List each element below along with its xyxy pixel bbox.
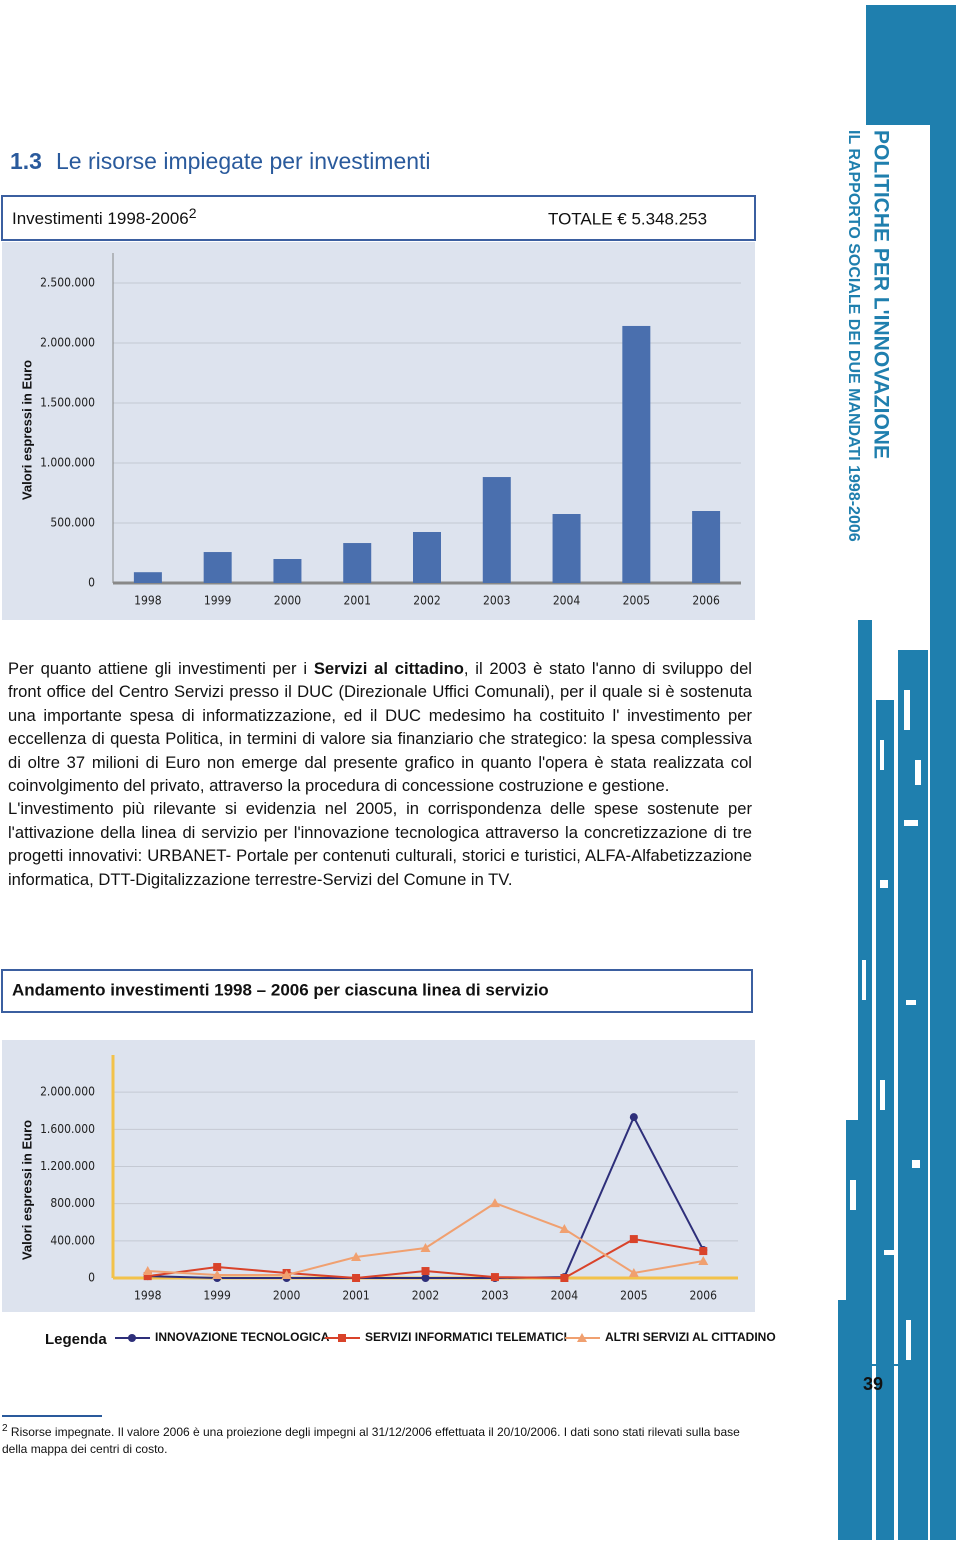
marker	[698, 1255, 709, 1265]
marker	[489, 1198, 500, 1208]
paragraph: L'investimento più rilevante si evidenzi…	[8, 799, 752, 889]
marker	[490, 1273, 499, 1282]
footnote-ref: 2	[189, 205, 197, 221]
marker	[420, 1242, 431, 1252]
legend-marker	[577, 1333, 587, 1342]
bar	[413, 532, 441, 583]
footnote-text: Risorse impegnate. Il valore 2006 è una …	[2, 1425, 740, 1456]
marker	[628, 1267, 639, 1277]
footnote-mark: 2	[2, 1423, 8, 1434]
bar	[622, 325, 651, 583]
section-title: Le risorse impiegate per investimenti	[56, 148, 431, 174]
x-tick-label: 2002	[412, 1289, 439, 1303]
chart-header-box	[1, 969, 753, 1013]
paragraph: Per quanto attiene gli investimenti per …	[8, 657, 752, 797]
skyline-windows	[850, 690, 921, 1360]
footnote: 2 Risorse impegnate. Il valore 2006 è un…	[2, 1420, 757, 1458]
legend-label: INNOVAZIONE TECNOLOGICA	[155, 1330, 330, 1344]
y-tick-label: 1.500.000	[40, 396, 95, 410]
legend-label: ALTRI SERVIZI AL CITTADINO	[605, 1330, 776, 1344]
marker	[212, 1270, 223, 1280]
x-tick-label: 2003	[481, 1289, 508, 1303]
x-tick-label: 2005	[623, 594, 650, 608]
section-number: 1.3	[10, 148, 42, 174]
marker	[213, 1263, 222, 1272]
sidebar-caption: IL RAPPORTO SOCIALE DEI DUE MANDATI 1998…	[845, 130, 862, 542]
chart-total: TOTALE € 5.348.253	[548, 209, 707, 228]
text-run: , il 2003 è stato l'anno di sviluppo del…	[8, 659, 752, 796]
sidebar-title: AREE STRATEGICHE D'INTERVENTO:	[895, 130, 918, 511]
bar	[273, 559, 302, 583]
legend-title: Legenda	[45, 1331, 107, 1348]
bar	[133, 572, 162, 583]
y-tick-label: 1.000.000	[40, 456, 95, 470]
marker	[421, 1274, 430, 1282]
x-tick-label: 2001	[342, 1289, 369, 1303]
x-tick-label: 2002	[413, 594, 440, 608]
marker	[351, 1252, 362, 1262]
chart-title: Andamento investimenti 1998 – 2006 per c…	[12, 980, 549, 999]
x-tick-label: 1999	[203, 1289, 231, 1303]
marker	[352, 1274, 361, 1282]
marker	[560, 1274, 569, 1282]
chart-header-box	[1, 195, 756, 241]
x-tick-label: 2004	[553, 594, 581, 608]
page-number: 39	[863, 1374, 883, 1394]
text-run: Per quanto attiene gli investimenti per …	[8, 659, 314, 678]
y-tick-label: 0	[88, 576, 95, 590]
y-axis-label: Valori espressi in Euro	[19, 360, 34, 500]
sidebar-band	[866, 5, 956, 125]
bar	[692, 511, 721, 583]
y-tick-label: 800.000	[50, 1196, 95, 1210]
y-axis-label: Valori espressi in Euro	[19, 1120, 34, 1260]
y-tick-label: 500.000	[50, 516, 95, 530]
marker	[281, 1270, 292, 1280]
marker	[143, 1272, 152, 1281]
y-tick-label: 2.500.000	[40, 276, 95, 290]
marker	[629, 1113, 638, 1122]
x-tick-label: 2006	[692, 594, 720, 608]
skyline	[838, 620, 928, 1540]
body-text: Per quanto attiene gli investimenti per …	[8, 657, 752, 891]
y-tick-label: 2.000.000	[40, 1085, 95, 1099]
y-tick-label: 1.600.000	[40, 1122, 95, 1136]
bar	[552, 514, 581, 583]
sidebar-band	[930, 125, 956, 1540]
sidebar-subtitle: POLITICHE PER L'INNOVAZIONE	[869, 130, 892, 459]
bar	[203, 552, 232, 583]
x-tick-label: 2003	[483, 594, 510, 608]
bar	[343, 543, 372, 583]
chart-title-text: Investimenti 1998-2006	[12, 209, 189, 228]
plot-background	[2, 1040, 755, 1312]
y-tick-label: 1.200.000	[40, 1159, 95, 1173]
bar	[482, 477, 511, 583]
y-tick-label: 400.000	[50, 1233, 95, 1247]
x-tick-label: 2004	[551, 1289, 579, 1303]
legend-label: SERVIZI INFORMATICI TELEMATICI	[365, 1330, 567, 1344]
x-tick-label: 2000	[274, 594, 302, 608]
x-tick-label: 2000	[273, 1289, 301, 1303]
x-tick-label: 1999	[204, 594, 232, 608]
marker	[421, 1267, 430, 1276]
marker	[629, 1235, 638, 1244]
x-tick-label: 1998	[134, 1289, 162, 1303]
marker	[142, 1266, 153, 1276]
section-heading: 1.3 Le risorse impiegate per investimenti	[10, 148, 431, 174]
marker	[699, 1247, 708, 1256]
legend-marker	[338, 1334, 346, 1342]
marker	[559, 1224, 570, 1234]
chart-title: Investimenti 1998-20062	[12, 205, 197, 229]
x-tick-label: 1998	[134, 594, 162, 608]
text-bold: Servizi al cittadino	[313, 659, 464, 678]
x-tick-label: 2001	[343, 594, 370, 608]
x-tick-label: 2006	[690, 1289, 718, 1303]
y-tick-label: 2.000.000	[40, 336, 95, 350]
y-tick-label: 0	[88, 1271, 95, 1285]
x-tick-label: 2005	[620, 1289, 647, 1303]
legend-marker	[128, 1334, 136, 1342]
